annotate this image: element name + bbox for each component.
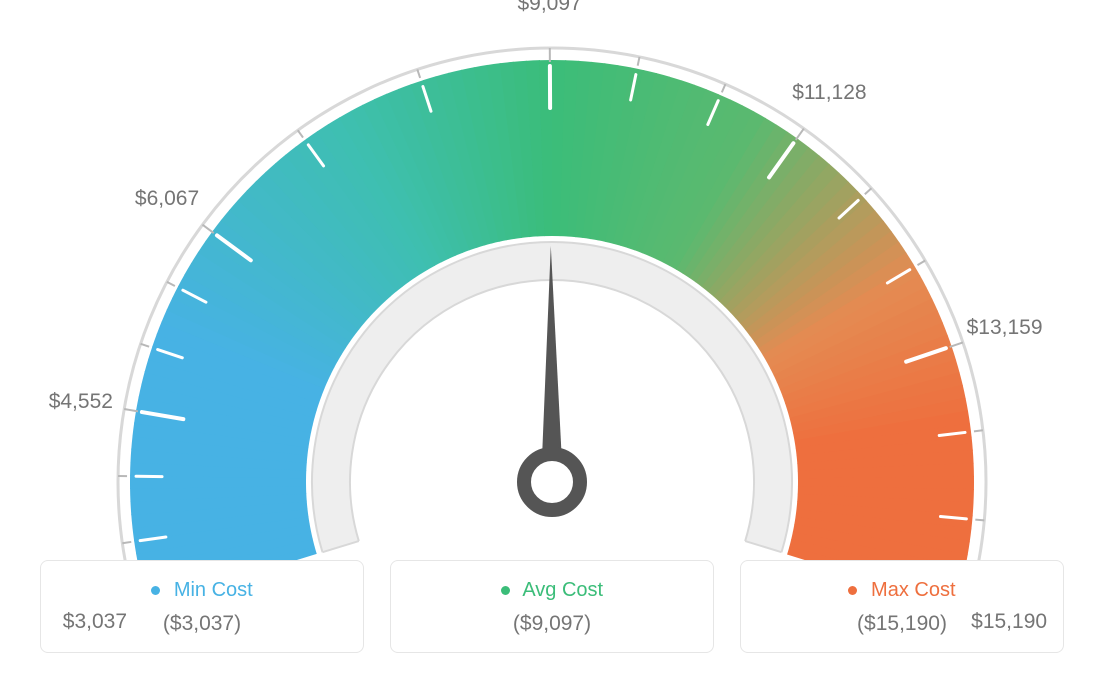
avg-dot-icon <box>501 586 510 595</box>
avg-cost-value: ($9,097) <box>401 612 703 636</box>
gauge-tick-label: $15,190 <box>971 610 1047 634</box>
max-cost-title: Max Cost <box>751 579 1053 602</box>
min-dot-icon <box>151 586 160 595</box>
avg-cost-title: Avg Cost <box>401 579 703 602</box>
gauge-hub <box>524 454 580 510</box>
avg-cost-label: Avg Cost <box>522 579 603 601</box>
min-cost-card: Min Cost ($3,037) <box>40 560 364 653</box>
gauge-tick-label: $4,552 <box>49 390 113 414</box>
gauge-svg <box>0 0 1104 560</box>
min-cost-label: Min Cost <box>174 579 253 601</box>
gauge-chart: $3,037$4,552$6,067$9,097$11,128$13,159$1… <box>0 0 1104 560</box>
gauge-tick-label: $11,128 <box>792 81 866 105</box>
max-dot-icon <box>848 586 857 595</box>
avg-cost-card: Avg Cost ($9,097) <box>390 560 714 653</box>
summary-cards: Min Cost ($3,037) Avg Cost ($9,097) Max … <box>0 560 1104 673</box>
max-cost-label: Max Cost <box>871 579 955 601</box>
gauge-tick-label: $9,097 <box>517 0 581 16</box>
max-cost-card: Max Cost ($15,190) <box>740 560 1064 653</box>
min-cost-title: Min Cost <box>51 579 353 602</box>
gauge-tick-label: $13,159 <box>967 316 1043 340</box>
gauge-tick-label: $6,067 <box>135 187 199 211</box>
gauge-tick-label: $3,037 <box>63 610 127 634</box>
